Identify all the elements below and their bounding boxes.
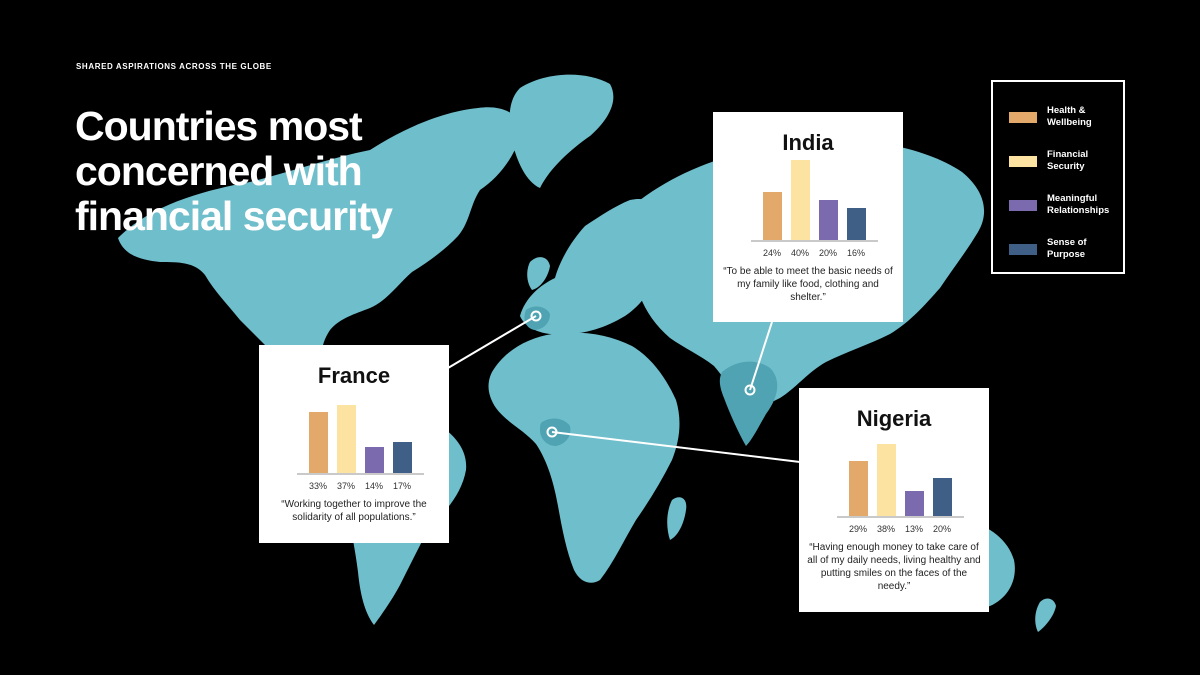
chart-baseline: [750, 240, 878, 242]
legend-swatch: [1009, 156, 1037, 167]
bar-health: [308, 411, 328, 473]
bar-relationships: [364, 447, 384, 473]
section-eyebrow: SHARED ASPIRATIONS ACROSS THE GLOBE: [76, 62, 272, 71]
legend-swatch: [1009, 200, 1037, 211]
bar-financial: [790, 160, 810, 240]
bar-value-label: 33%: [308, 481, 327, 491]
france-region: [524, 306, 550, 330]
india-region: [719, 361, 778, 446]
legend-label: Financial Security: [1047, 149, 1089, 172]
africa: [488, 332, 680, 583]
card-quote: “Working together to improve the solidar…: [281, 499, 427, 523]
bar-relationships: [904, 491, 924, 516]
card-quote: “To be able to meet the basic needs of m…: [723, 266, 893, 303]
card-title: India: [782, 130, 834, 155]
chart-baseline: [296, 473, 424, 475]
bar-chart: [836, 440, 964, 518]
bar-health: [848, 460, 868, 516]
bar-value-label: 14%: [364, 481, 383, 491]
greenland: [509, 74, 614, 188]
bar-purpose: [932, 478, 952, 516]
bar-chart: [750, 160, 878, 242]
france-marker: [530, 310, 542, 322]
nigeria-connector: [551, 431, 801, 463]
india-marker: [744, 384, 756, 396]
british-isles: [527, 257, 550, 290]
chart-baseline: [836, 516, 964, 518]
madagascar: [667, 497, 687, 540]
legend-swatch: [1009, 244, 1037, 255]
europe: [520, 198, 674, 335]
bar-chart: [296, 399, 424, 475]
bar-value-label: 40%: [790, 248, 809, 258]
north-america: [118, 107, 521, 400]
bar-health: [762, 192, 782, 240]
connector-lines: [447, 315, 801, 463]
legend-label: Health & Wellbeing: [1047, 105, 1092, 128]
france-connector: [447, 315, 537, 369]
card-title: Nigeria: [856, 406, 932, 431]
nigeria-marker: [546, 426, 558, 438]
bar-financial: [336, 404, 356, 473]
legend-label: Sense of Purpose: [1047, 237, 1087, 260]
new-zealand: [1035, 598, 1056, 632]
page-title: Countries most concerned with financial …: [75, 103, 393, 239]
location-markers: [530, 310, 756, 438]
legend-label: Meaningful Relationships: [1047, 193, 1110, 216]
bar-relationships: [818, 200, 838, 240]
bar-labels: 29% 38% 13% 20%: [841, 524, 959, 536]
bar-value-label: 16%: [846, 248, 865, 258]
card-quote: “Having enough money to take care of all…: [807, 542, 981, 592]
card-nigeria: Nigeria 29% 38% 13% 20% “Having enough mone…: [799, 388, 989, 612]
bar-financial: [876, 443, 896, 516]
legend: Health & Wellbeing Financial Security Me…: [991, 80, 1125, 274]
india-connector: [749, 321, 773, 391]
bar-purpose: [392, 441, 412, 473]
bar-value-label: 29%: [848, 524, 867, 534]
card-title: France: [317, 363, 391, 388]
bar-value-label: 37%: [336, 481, 355, 491]
bar-labels: 33% 37% 14% 17%: [301, 481, 419, 493]
bar-purpose: [846, 208, 866, 240]
card-france: France 33% 37% 14% 17% “Working together to…: [259, 345, 449, 543]
card-india: India 24% 40% 20% 16% “To be able to meet t…: [713, 112, 903, 322]
bar-value-label: 20%: [932, 524, 951, 534]
bar-value-label: 24%: [762, 248, 781, 258]
bar-value-label: 38%: [876, 524, 895, 534]
bar-value-label: 20%: [818, 248, 837, 258]
legend-swatch: [1009, 112, 1037, 123]
bar-value-label: 13%: [904, 524, 923, 534]
bar-value-label: 17%: [392, 481, 411, 491]
bar-labels: 24% 40% 20% 16%: [755, 248, 873, 260]
